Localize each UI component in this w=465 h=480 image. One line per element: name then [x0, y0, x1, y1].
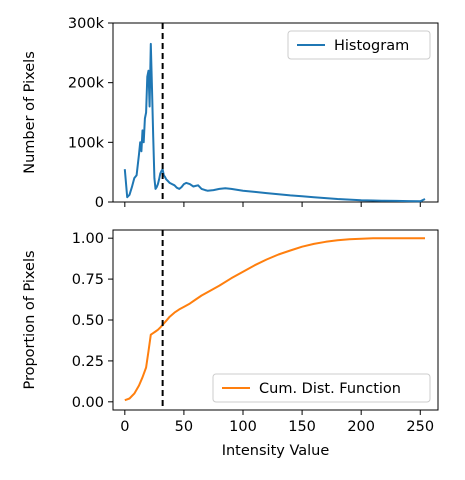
cdf-legend: Cum. Dist. Function — [212, 373, 431, 403]
y-tick-label: 0.75 — [72, 272, 104, 288]
y-axis-label: Proportion of Pixels — [22, 250, 38, 389]
histogram-x-ticks — [124, 202, 421, 207]
series-line — [124, 237, 425, 402]
histogram-legend: Histogram — [287, 30, 431, 60]
x-tick-label: 100 — [229, 419, 257, 435]
y-tick-label: 0.25 — [72, 354, 104, 370]
series-line — [123, 42, 426, 203]
y-axis-label: Number of Pixels — [22, 51, 38, 174]
y-tick-label: 200k — [68, 76, 105, 92]
y-tick-label: 0.50 — [72, 313, 104, 329]
legend-box — [287, 30, 431, 60]
histogram-y-ticks: 0 100k 200k 300k — [68, 16, 113, 211]
y-tick-label: 0 — [95, 195, 104, 211]
cdf-panel: 0 50 100 150 200 250 0.00 0.25 0.50 0.75 1.00 Pro… — [22, 229, 439, 459]
y-tick-label: 0.00 — [72, 395, 104, 411]
y-tick-label: 1.00 — [72, 231, 104, 247]
x-axis-label: Intensity Value — [222, 443, 330, 459]
y-tick-label: 300k — [68, 16, 105, 32]
x-tick-label: 150 — [288, 419, 316, 435]
x-tick-label: 50 — [175, 419, 193, 435]
cdf-series-layer — [124, 237, 425, 402]
y-tick-label: 100k — [68, 135, 105, 151]
legend-box — [212, 373, 431, 403]
x-tick-label: 200 — [347, 419, 375, 435]
histogram-panel: 0 100k 200k 300k Number of Pixels Histogram — [22, 16, 439, 211]
legend-label-cdf: Cum. Dist. Function — [259, 381, 401, 397]
x-tick-label: 0 — [120, 419, 129, 435]
histogram-axes-frame — [112, 22, 439, 203]
cdf-x-ticks: 0 50 100 150 200 250 — [120, 410, 434, 435]
cdf-y-ticks: 0.00 0.25 0.50 0.75 1.00 — [72, 231, 113, 411]
x-tick-label: 250 — [406, 419, 434, 435]
histogram-series-layer — [123, 42, 426, 203]
legend-label-histogram: Histogram — [334, 38, 409, 54]
